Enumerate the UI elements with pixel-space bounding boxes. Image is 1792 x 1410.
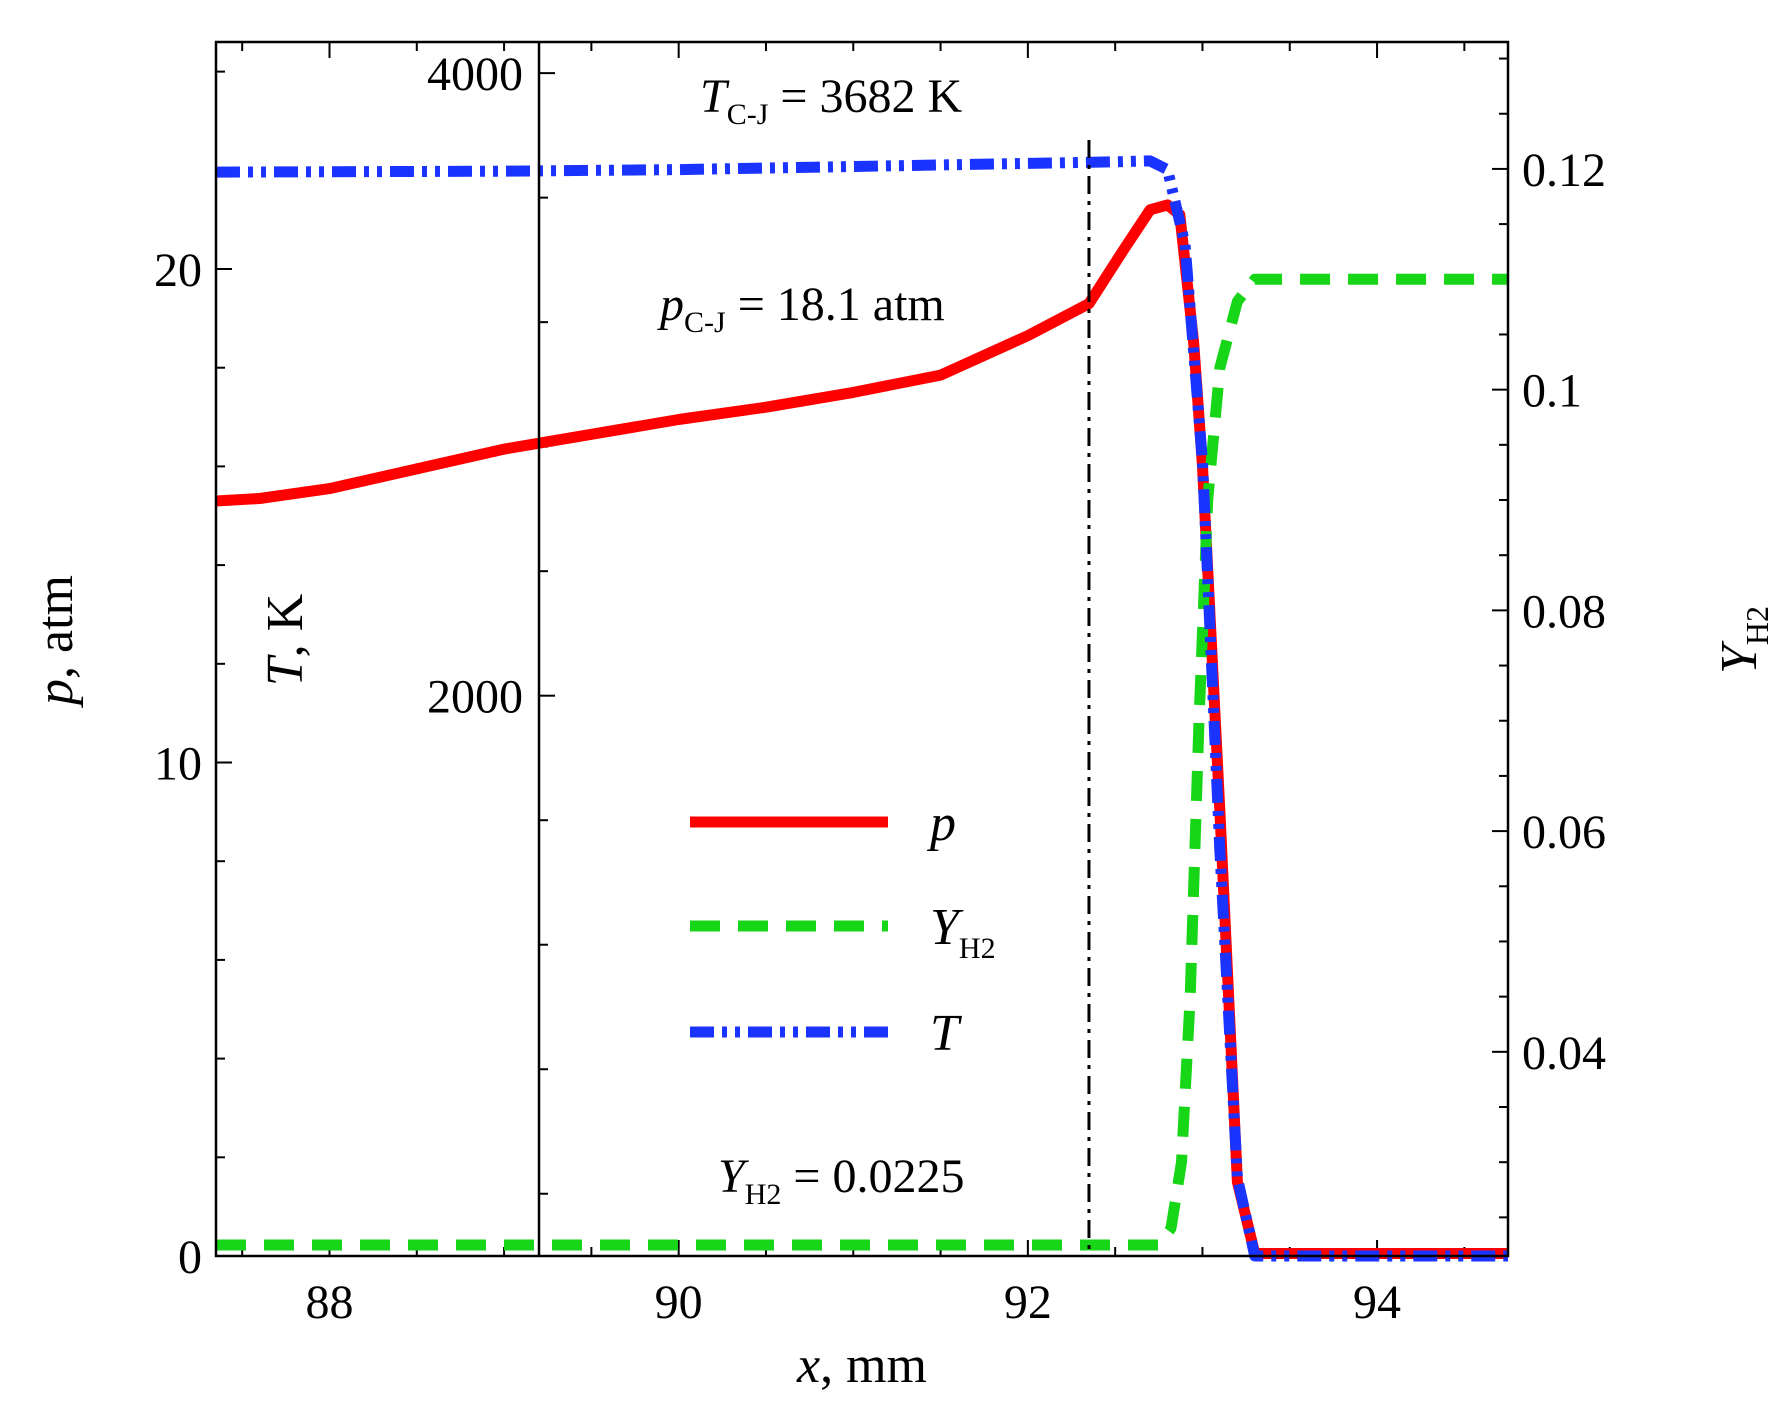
- T-axis-label: T, K: [257, 593, 314, 686]
- Y-tick-label: 0.04: [1522, 1027, 1606, 1080]
- Y-tick-label: 0.08: [1522, 585, 1606, 638]
- label-layer: 88 90 92 94 0 10 20 2000 4000 0.04 0.06 0.08 0.1 0.12…: [27, 48, 1775, 1394]
- annotation-p-cj: pC-J = 18.1 atm: [657, 278, 945, 339]
- p-tick-label: 10: [154, 738, 202, 791]
- plot-frame: [214, 40, 1510, 1258]
- p-axis-label: p, atm: [27, 575, 84, 709]
- legend-label-T: T: [930, 1005, 962, 1062]
- x-tick-label: 90: [655, 1276, 703, 1329]
- legend-label-YH2: YH2: [930, 899, 996, 965]
- series-layer: [215, 155, 1508, 1262]
- p-tick-label: 0: [178, 1231, 202, 1284]
- T-tick-label: 2000: [427, 671, 523, 724]
- x-tick-label: 94: [1353, 1276, 1401, 1329]
- x-tick-label: 88: [305, 1276, 353, 1329]
- legend-layer: p YH2 T: [690, 795, 996, 1062]
- p-tick-label: 20: [154, 244, 202, 297]
- Y-tick-label: 0.12: [1522, 144, 1606, 197]
- series-T-line: [215, 155, 1508, 1262]
- Y-axis-label: YH2: [1711, 606, 1775, 674]
- annot-layer: TC-J = 3682 K pC-J = 18.1 atm YH2 = 0.0225: [657, 70, 1091, 1256]
- Y-tick-label: 0.06: [1522, 806, 1606, 859]
- x-tick-label: 92: [1004, 1276, 1052, 1329]
- T-tick-label: 4000: [427, 48, 523, 101]
- x-axis-label: x, mm: [796, 1337, 927, 1394]
- annotation-t-cj: TC-J = 3682 K: [700, 70, 962, 131]
- annotation-y-h2: YH2 = 0.0225: [718, 1150, 964, 1211]
- Y-tick-label: 0.1: [1522, 365, 1582, 418]
- frame-layer: [214, 40, 1510, 1258]
- axes-layer: [216, 42, 1508, 1257]
- legend-label-p: p: [926, 795, 956, 852]
